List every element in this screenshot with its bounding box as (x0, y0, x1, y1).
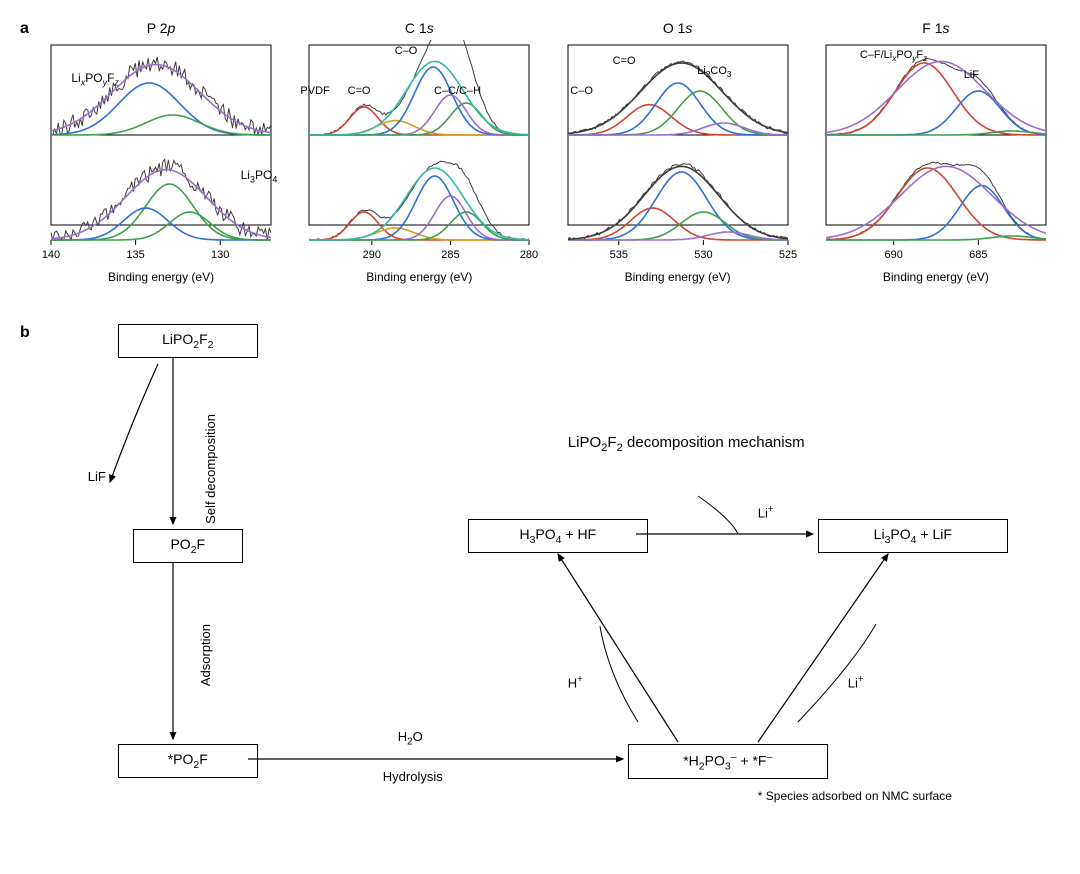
curve (309, 212, 529, 240)
axis-label: Binding energy (eV) (625, 270, 731, 284)
xps-panel-p2p: 140135130LixPOyFzLi3PO4 (41, 40, 281, 268)
edge-label-hydrolysis: Hydrolysis (383, 769, 443, 784)
diagram-title: LiPO2F2 decomposition mechanism (568, 434, 805, 454)
node-n4: *H2PO3– + *F– (628, 744, 828, 779)
mechanism-diagram: LiPO2F2 decomposition mechanism LiPO2F2 PO… (38, 324, 1060, 854)
curve (826, 166, 1046, 237)
svg-text:130: 130 (211, 249, 229, 261)
curve (309, 107, 529, 135)
panel-title-c1s: C 1s (405, 20, 434, 36)
xps-panel-f1s: 690685C–F/LixPOyFzLiF (816, 40, 1056, 268)
svg-text:285: 285 (442, 249, 460, 261)
panel-title-p2p: P 2p (147, 20, 176, 36)
curve (826, 91, 1046, 135)
svg-text:530: 530 (694, 249, 712, 261)
edge-label-liplus2: Li+ (758, 504, 774, 520)
svg-text:290: 290 (363, 249, 381, 261)
node-n3: *PO2F (118, 744, 258, 778)
diagram-footnote: * Species adsorbed on NMC surface (758, 789, 952, 803)
curve (309, 161, 529, 240)
edge-label-h2o: H2O (398, 729, 423, 748)
node-n6: Li3PO4 + LiF (818, 519, 1008, 553)
axis-label: Binding energy (eV) (108, 270, 214, 284)
curve (826, 186, 1046, 240)
curve (568, 164, 788, 240)
curve (568, 208, 788, 240)
curve (51, 115, 271, 135)
node-n2: PO2F (133, 529, 243, 563)
edge-label-self_decomp: Self decomposition (203, 414, 218, 524)
svg-text:690: 690 (884, 249, 902, 261)
svg-text:280: 280 (520, 249, 538, 261)
panel-title-f1s: F 1s (922, 20, 949, 36)
svg-text:535: 535 (609, 249, 627, 261)
node-n5: H3PO4 + HF (468, 519, 648, 553)
curve (51, 159, 271, 240)
edge-label-lif: LiF (88, 469, 106, 484)
node-n1: LiPO2F2 (118, 324, 258, 358)
edge-label-adsorption: Adsorption (198, 624, 213, 686)
edge-label-liplus1: Li+ (848, 674, 864, 690)
axis-label: Binding energy (eV) (883, 270, 989, 284)
svg-text:135: 135 (126, 249, 144, 261)
svg-text:685: 685 (969, 249, 987, 261)
svg-text:525: 525 (778, 249, 796, 261)
curve (51, 208, 271, 240)
curve (826, 168, 1046, 240)
xps-panel-o1s: 535530525C–OC=OLi2CO3 (558, 40, 798, 268)
xps-panel-c1s: 290285280PVDFC=OC–OC–C/C–H (299, 40, 539, 268)
edge-label-hplus: H+ (568, 674, 583, 690)
part-b-label: b (20, 324, 30, 342)
xps-panels-row: P 2p140135130LixPOyFzLi3PO4Binding energ… (37, 20, 1060, 284)
part-a-label: a (20, 20, 29, 38)
panel-title-o1s: O 1s (663, 20, 693, 36)
svg-text:140: 140 (42, 249, 60, 261)
axis-label: Binding energy (eV) (366, 270, 472, 284)
